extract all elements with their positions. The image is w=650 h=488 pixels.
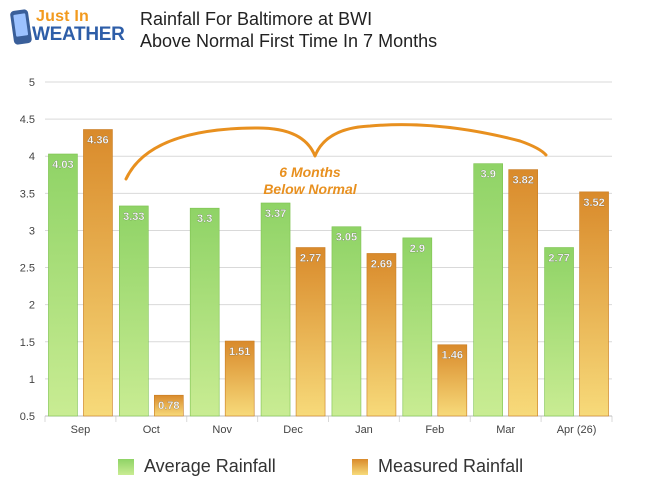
data-label: 3.82	[512, 175, 533, 187]
bar-average	[402, 237, 433, 417]
data-label: 0.78	[158, 400, 179, 412]
data-label: 4.36	[87, 135, 108, 147]
bar-average	[473, 163, 503, 417]
y-tick-label: 3.5	[20, 188, 35, 200]
y-tick-label: 4.5	[20, 114, 35, 126]
data-label: 4.03	[52, 159, 73, 171]
bar-measured	[83, 129, 113, 417]
legend-item-measured: Measured Rainfall	[352, 456, 523, 477]
data-label: 2.9	[410, 243, 425, 255]
bar-average	[189, 207, 220, 417]
legend-swatch-measured	[352, 458, 368, 475]
data-label: 1.51	[229, 346, 250, 358]
annotation-line1: 6 Months	[279, 164, 341, 180]
data-label: 3.3	[197, 213, 212, 225]
data-label: 1.46	[442, 350, 463, 362]
data-label: 3.37	[265, 208, 286, 220]
y-tick-label: 2.5	[20, 263, 35, 275]
bar-average	[331, 226, 362, 417]
annotation-bracket	[124, 123, 548, 181]
y-tick-label: 2	[29, 300, 35, 312]
x-tick-label: Feb	[425, 424, 444, 436]
chart-subtitle: Above Normal First Time In 7 Months	[140, 31, 438, 51]
x-tick-label: Dec	[283, 424, 303, 436]
bar-average	[260, 202, 291, 417]
bar-measured	[579, 191, 609, 417]
y-tick-label: 0.5	[20, 411, 35, 423]
bar-average	[48, 153, 78, 417]
y-tick-label: 1.5	[20, 337, 35, 349]
brand-line2: WEATHER	[32, 24, 125, 45]
bar-average	[544, 247, 574, 417]
chart-title: Rainfall For Baltimore at BWI	[140, 9, 373, 29]
y-tick-label: 3	[29, 225, 35, 237]
legend-label-average: Average Rainfall	[144, 456, 276, 476]
data-label: 3.05	[336, 232, 357, 244]
y-tick-label: 1	[29, 374, 35, 386]
legend-swatch-average	[118, 458, 134, 475]
brand-line1: Just In	[36, 8, 89, 25]
bar-measured	[154, 394, 184, 417]
bar-average	[119, 205, 149, 417]
x-tick-label: Nov	[212, 424, 232, 436]
legend: Average Rainfall Measured Rainfall	[0, 456, 650, 484]
annotation-line2: Below Normal	[263, 181, 357, 197]
y-tick-label: 5	[29, 77, 35, 89]
data-label: 3.9	[481, 169, 496, 181]
legend-item-average: Average Rainfall	[118, 456, 276, 477]
x-tick-label: Oct	[143, 424, 160, 436]
bar-measured	[295, 247, 326, 417]
data-label: 3.52	[583, 197, 604, 209]
bar-measured	[437, 344, 468, 417]
data-label: 2.77	[300, 253, 321, 265]
data-label: 3.33	[123, 211, 144, 223]
data-label: 2.69	[371, 258, 392, 270]
legend-label-measured: Measured Rainfall	[378, 456, 524, 476]
x-tick-label: Jan	[355, 424, 373, 436]
chart-title-block: Rainfall For Baltimore at BWI Above Norm…	[140, 8, 437, 52]
y-tick-label: 4	[29, 151, 35, 163]
x-tick-label: Apr (26)	[557, 424, 597, 436]
data-label: 2.77	[548, 253, 569, 265]
x-tick-label: Mar	[496, 424, 515, 436]
bar-measured	[508, 169, 538, 417]
bar-measured	[366, 253, 397, 417]
bar-measured	[224, 340, 255, 417]
brand-logo: Just In WEATHER	[8, 6, 132, 50]
x-tick-label: Sep	[71, 424, 91, 436]
